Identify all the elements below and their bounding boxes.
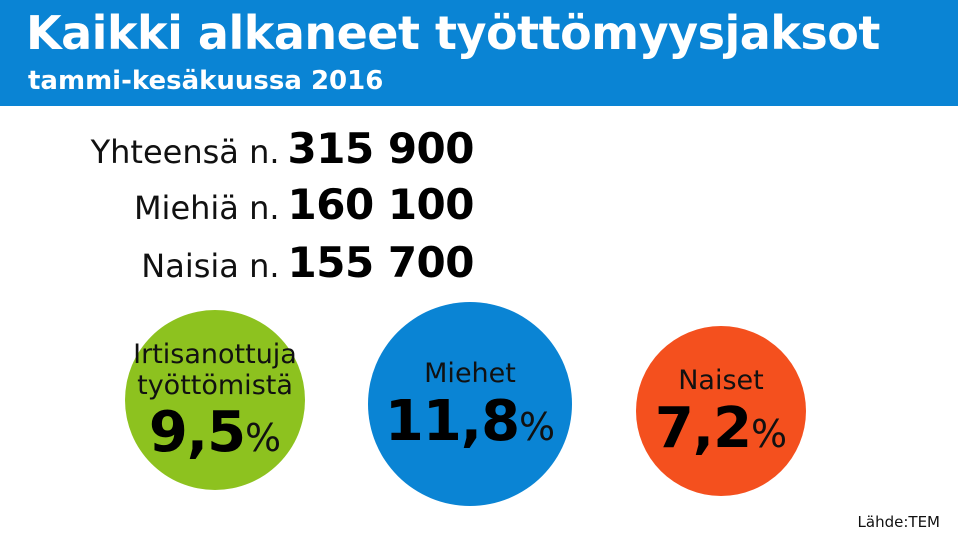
header-banner: Kaikki alkaneet työttömyysjaksot tammi-k… bbox=[0, 0, 958, 106]
circle-dismissed: Irtisanottuja työttömistä 9,5% bbox=[125, 310, 305, 490]
source-note: Lähde:TEM bbox=[857, 513, 940, 531]
stat-value-women: 155 700 bbox=[287, 238, 475, 287]
circle-men-label: Miehet bbox=[424, 358, 516, 390]
stat-label-men: Miehiä n. bbox=[133, 189, 280, 227]
circle-dismissed-label-line-1: Irtisanottuja bbox=[133, 338, 297, 370]
circle-dismissed-label-line-2: työttömistä bbox=[137, 370, 293, 401]
circle-women-label: Naiset bbox=[678, 365, 764, 397]
stat-row-women: Naisia n. 155 700 bbox=[141, 242, 474, 284]
chart-subtitle: tammi-kesäkuussa 2016 bbox=[28, 66, 384, 96]
circle-dismissed-unit: % bbox=[245, 416, 282, 461]
stat-row-total: Yhteensä n. 315 900 bbox=[90, 128, 475, 171]
circle-dismissed-value-wrap: 9,5% bbox=[149, 405, 281, 461]
circle-women-unit: % bbox=[751, 411, 788, 456]
circle-men-value-wrap: 11,8% bbox=[385, 393, 556, 450]
circle-dismissed-value: 9,5 bbox=[148, 400, 246, 466]
stat-value-men: 160 100 bbox=[287, 180, 475, 229]
circle-men: Miehet 11,8% bbox=[368, 302, 572, 506]
stat-value-total: 315 900 bbox=[287, 124, 475, 173]
circle-men-value: 11,8 bbox=[384, 388, 520, 454]
stat-row-men: Miehiä n. 160 100 bbox=[133, 184, 475, 227]
circle-men-unit: % bbox=[519, 404, 556, 449]
circle-women-value-wrap: 7,2% bbox=[655, 400, 788, 457]
chart-title: Kaikki alkaneet työttömyysjaksot bbox=[26, 6, 880, 60]
stat-label-total: Yhteensä n. bbox=[90, 133, 280, 171]
stat-label-women: Naisia n. bbox=[141, 247, 280, 285]
circle-women: Naiset 7,2% bbox=[636, 326, 806, 496]
circle-women-value: 7,2 bbox=[654, 395, 752, 461]
